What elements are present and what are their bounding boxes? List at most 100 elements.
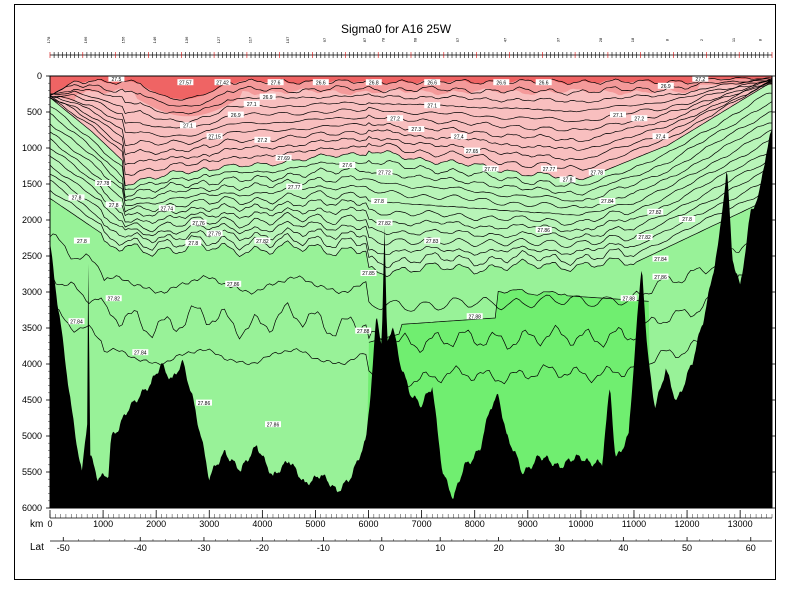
station-label: 117: [248, 36, 253, 43]
station-label: 107: [285, 36, 290, 43]
contour-label-bg: [636, 234, 653, 240]
contour-label-bg: [620, 295, 637, 302]
km-tick-label: 1000: [93, 519, 113, 529]
contour-label-bg: [424, 237, 441, 244]
contour-label: 27.84: [599, 198, 616, 205]
contour-label-text: 27.8: [682, 217, 692, 223]
contour-label-bg: [108, 76, 125, 82]
contour-upper-8: [50, 81, 772, 166]
contour-label-text: 27.84: [654, 257, 667, 263]
contour-label-bg: [535, 226, 552, 233]
contour-label-text: 27.84: [134, 350, 147, 356]
contour-mid-11: [50, 186, 772, 269]
contour-label-text: 27.86: [537, 228, 550, 234]
lat-axis-title: Lat: [30, 542, 44, 553]
contour-label: 27.6: [339, 162, 356, 169]
contour-label-text: 27.72: [378, 170, 391, 176]
contour-label: 27.82: [105, 295, 122, 302]
contour-label: 27.3: [408, 126, 425, 133]
lat-tick-label: 60: [746, 543, 756, 553]
contour-label-bg: [312, 79, 329, 86]
contour-label-text: 27.2: [695, 77, 705, 83]
station-label: 47: [503, 37, 508, 42]
contour-label-text: 27.1: [613, 113, 623, 119]
contour-label-text: 27.83: [426, 239, 439, 245]
contour-label-text: 27.6: [342, 163, 352, 169]
contour-label-text: 27.78: [97, 181, 110, 187]
contour-label: 27.8: [559, 176, 576, 184]
contour-label: 26.9: [259, 93, 276, 101]
contour-label-bg: [105, 295, 122, 302]
lat-tick-label: 40: [618, 543, 628, 553]
contour-label-text: 27.86: [654, 275, 667, 281]
contour-label-text: 27.8: [109, 203, 119, 209]
contour-label: 27.8: [68, 194, 85, 202]
contour-label-text: 27.3: [411, 127, 421, 133]
y-tick-label: 5000: [22, 431, 42, 441]
contour-label-text: 27.1: [247, 102, 257, 108]
station-label: 57: [455, 37, 460, 42]
contour-label-bg: [652, 255, 669, 262]
station-label: 136: [184, 36, 189, 43]
contour-label-text: 26.6: [316, 80, 326, 86]
contour-label-bg: [68, 318, 85, 325]
contour-label-bg: [424, 79, 441, 86]
contour-label-text: 27.8: [77, 239, 87, 245]
contour-label-text: 27.82: [107, 296, 120, 302]
km-tick-label: 5000: [305, 519, 325, 529]
contour-label-text: 27.88: [468, 314, 481, 320]
contour-label-text: 26.9: [661, 84, 671, 90]
lat-tick-label: 30: [555, 543, 565, 553]
contour-label-bg: [259, 93, 276, 100]
contour-mid-8: [50, 158, 772, 241]
contour-label-text: 27.86: [267, 422, 280, 428]
contour-label: 27.8: [105, 201, 122, 209]
contour-label-bg: [286, 183, 303, 190]
contour-label: 27.82: [636, 234, 653, 241]
y-tick-label: 1000: [22, 143, 42, 153]
lat-tick-label: 10: [435, 543, 445, 553]
contour-label-bg: [482, 165, 499, 172]
contour-label: 26.6: [535, 79, 552, 86]
contour-label-text: 26.6: [539, 80, 549, 86]
contour-label: 27.4: [652, 133, 669, 140]
contour-label: 27.77: [482, 165, 499, 173]
contour-label-bg: [466, 313, 483, 320]
contour-label-bg: [177, 79, 194, 86]
station-label: 146: [152, 36, 157, 43]
station-label: 2: [699, 38, 704, 41]
contour-label-bg: [132, 349, 149, 356]
y-tick-label: 5500: [22, 467, 42, 477]
band-upper-mid: [50, 76, 772, 117]
contour-label: 26.6: [312, 79, 329, 86]
contour-label-bg: [376, 169, 393, 176]
contour-label-text: 27.74: [161, 206, 174, 212]
contour-label-text: 27.5: [112, 77, 122, 83]
contour-label: 27.77: [541, 165, 557, 173]
contour-label-bg: [631, 115, 648, 122]
contour-label: 27.88: [620, 295, 637, 302]
lat-tick-label: 20: [494, 543, 504, 553]
lat-tick-label: -30: [197, 543, 210, 553]
km-tick-label: 12000: [675, 519, 700, 529]
station-label: 8: [665, 38, 670, 41]
contour-label-bg: [95, 180, 112, 186]
contour-label-bg: [158, 205, 175, 212]
contour-label-bg: [424, 102, 441, 109]
contour-label: 27.8: [185, 239, 202, 247]
contour-label-text: 27.85: [362, 271, 375, 277]
y-tick-label: 3000: [22, 287, 42, 297]
km-tick-label: 4000: [252, 519, 272, 529]
contour-label: 27.82: [376, 219, 393, 227]
contour-label: 27.78: [95, 180, 112, 187]
contour-label: 27.82: [254, 237, 271, 245]
contour-label-bg: [180, 122, 196, 129]
y-tick-label: 2500: [22, 251, 42, 261]
contour-label: 27.1: [424, 102, 441, 109]
contour-label: 27.85: [360, 270, 377, 277]
contour-label: 27.84: [68, 318, 85, 325]
contour-upper-7: [50, 80, 772, 156]
contour-label: 27.83: [424, 237, 441, 245]
station-label: 28: [598, 37, 603, 42]
